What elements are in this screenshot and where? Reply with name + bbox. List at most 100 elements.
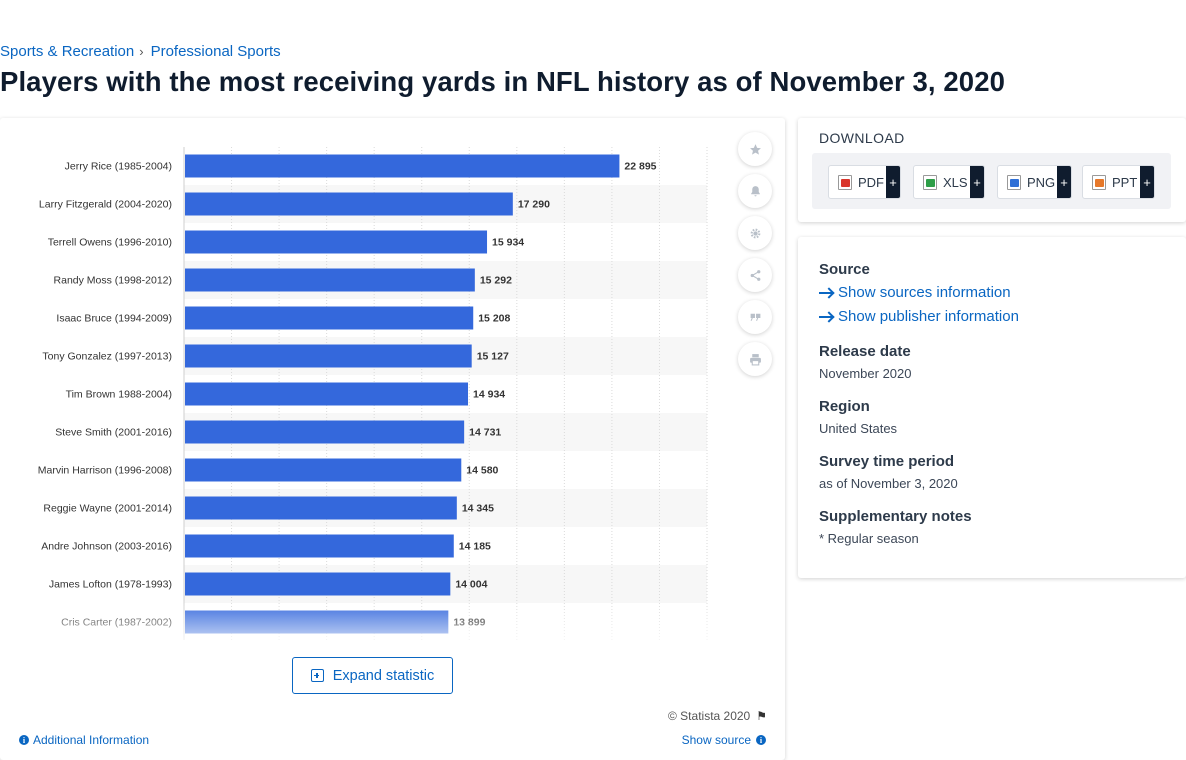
page-title: Players with the most receiving yards in… [0, 66, 1005, 97]
chart-card: Jerry Rice (1985-2004) 22 895 Larry Fitzge… [0, 118, 785, 760]
bar[interactable] [185, 230, 488, 254]
print-button[interactable] [738, 342, 772, 376]
pdf-file-icon [838, 174, 852, 190]
statistic-info-card: Source Show sources information Show pub… [798, 237, 1186, 578]
value-label: 14 004 [455, 579, 487, 591]
value-label: 17 290 [518, 199, 550, 211]
value-label: 14 345 [462, 503, 494, 515]
download-png-button[interactable]: PNG + [997, 165, 1072, 199]
category-label: Tim Brown 1988-2004) [66, 389, 172, 401]
bar[interactable] [185, 420, 465, 444]
value-label: 14 185 [459, 541, 491, 553]
bar[interactable] [185, 344, 472, 368]
breadcrumb-separator: › [139, 44, 144, 59]
expand-icon [310, 669, 324, 682]
category-label: Larry Fitzgerald (2004-2020) [39, 199, 172, 211]
category-label: Andre Johnson (2003-2016) [41, 541, 172, 553]
plus-icon: + [1057, 166, 1071, 198]
bar[interactable] [185, 268, 475, 292]
download-title: DOWNLOAD [819, 130, 905, 146]
show-publisher-link[interactable]: Show publisher information [819, 308, 1019, 325]
value-label: 15 934 [492, 237, 524, 249]
download-ppt-button[interactable]: PPT + [1082, 165, 1155, 199]
source-heading: Source [819, 261, 870, 278]
star-icon [749, 143, 761, 155]
category-label: Tony Gonzalez (1997-2013) [42, 351, 172, 363]
png-file-icon [1007, 174, 1021, 190]
share-icon [750, 269, 760, 281]
bell-icon [750, 185, 760, 196]
show-source-label: Show source [681, 733, 751, 747]
region-value: United States [819, 421, 898, 436]
show-sources-label: Show sources information [838, 284, 1011, 301]
value-label: 22 895 [624, 161, 656, 173]
survey-period-heading: Survey time period [819, 453, 955, 470]
category-label: James Lofton (1978-1993) [49, 579, 172, 591]
survey-period-value: as of November 3, 2020 [819, 476, 958, 491]
info-icon: i [756, 735, 766, 745]
download-png-label: PNG [1027, 174, 1056, 190]
download-xls-button[interactable]: XLS + [913, 165, 985, 199]
print-icon [749, 353, 761, 365]
download-xls-label: XLS [943, 174, 968, 190]
value-label: 14 580 [466, 465, 498, 477]
category-label: Randy Moss (1998-2012) [54, 275, 172, 287]
category-label: Steve Smith (2001-2016) [55, 427, 172, 439]
gear-icon [750, 228, 760, 238]
info-icon: i [19, 735, 29, 745]
download-ppt-label: PPT [1112, 174, 1138, 190]
settings-button[interactable] [738, 216, 772, 250]
supplementary-notes-value: * Regular season [819, 531, 919, 546]
quote-icon [750, 313, 760, 321]
expand-statistic-label: Expand statistic [332, 667, 435, 684]
chart-area: Jerry Rice (1985-2004) 22 895 Larry Fitzge… [0, 140, 720, 640]
value-label: 14 731 [469, 427, 501, 439]
category-label: Terrell Owens (1996-2010) [48, 237, 172, 249]
breadcrumb: Sports & Recreation › Professional Sport… [0, 43, 281, 60]
bar[interactable] [185, 154, 620, 178]
copyright: © Statista 2020 ⚑ [668, 709, 767, 723]
download-pdf-button[interactable]: PDF + [828, 165, 901, 199]
region-heading: Region [819, 398, 870, 415]
breadcrumb-item-sports-recreation[interactable]: Sports & Recreation [0, 43, 135, 60]
supplementary-notes-heading: Supplementary notes [819, 508, 972, 525]
category-label: Jerry Rice (1985-2004) [65, 161, 172, 173]
value-label: 15 127 [477, 351, 509, 363]
flag-icon[interactable]: ⚑ [756, 709, 767, 723]
download-card: DOWNLOAD PDF + XLS + PNG + PPT + [798, 118, 1186, 222]
bar[interactable] [185, 192, 513, 216]
expand-statistic-button[interactable]: Expand statistic [292, 657, 453, 694]
show-source-link[interactable]: Show source i [682, 733, 766, 747]
share-button[interactable] [738, 258, 772, 292]
release-date-heading: Release date [819, 343, 911, 360]
bar-chart: Jerry Rice (1985-2004) 22 895 Larry Fitzge… [38, 147, 708, 640]
notification-button[interactable] [738, 174, 772, 208]
copyright-text: © Statista 2020 [668, 709, 751, 723]
bar[interactable] [185, 458, 462, 482]
show-sources-link[interactable]: Show sources information [819, 284, 1011, 301]
category-label: Isaac Bruce (1994-2009) [56, 313, 172, 325]
chart-toolbar [738, 132, 772, 384]
category-label: Reggie Wayne (2001-2014) [43, 503, 172, 515]
bar[interactable] [185, 610, 449, 634]
additional-information-link[interactable]: i Additional Information [19, 733, 149, 747]
plus-icon: + [1140, 166, 1154, 198]
bar[interactable] [185, 382, 469, 406]
bar[interactable] [185, 572, 451, 596]
cite-button[interactable] [738, 300, 772, 334]
arrow-right-icon [819, 291, 832, 294]
bar[interactable] [185, 306, 474, 330]
favorite-button[interactable] [738, 132, 772, 166]
value-label: 15 208 [478, 313, 510, 325]
plus-icon: + [970, 166, 984, 198]
bar[interactable] [185, 496, 457, 520]
plus-icon: + [886, 166, 900, 198]
arrow-right-icon [819, 315, 832, 318]
additional-information-label: Additional Information [33, 733, 150, 747]
download-buttons-row: PDF + XLS + PNG + PPT + [812, 153, 1171, 209]
show-publisher-label: Show publisher information [838, 308, 1019, 325]
breadcrumb-item-professional-sports[interactable]: Professional Sports [150, 43, 281, 60]
bar[interactable] [185, 534, 454, 558]
release-date-value: November 2020 [819, 366, 912, 381]
